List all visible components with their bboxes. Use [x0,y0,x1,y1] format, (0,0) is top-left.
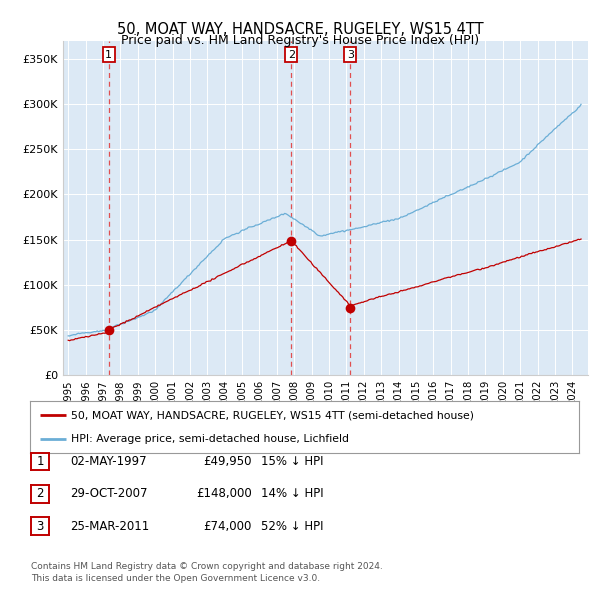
Text: 1: 1 [105,50,112,60]
Text: 14% ↓ HPI: 14% ↓ HPI [261,487,323,500]
Text: 3: 3 [347,50,354,60]
Text: 02-MAY-1997: 02-MAY-1997 [70,455,147,468]
Text: Price paid vs. HM Land Registry's House Price Index (HPI): Price paid vs. HM Land Registry's House … [121,34,479,47]
Text: 52% ↓ HPI: 52% ↓ HPI [261,520,323,533]
Text: £49,950: £49,950 [203,455,252,468]
Text: 2: 2 [287,50,295,60]
Text: 25-MAR-2011: 25-MAR-2011 [70,520,149,533]
Text: 29-OCT-2007: 29-OCT-2007 [70,487,148,500]
Text: 3: 3 [37,520,44,533]
Text: HPI: Average price, semi-detached house, Lichfield: HPI: Average price, semi-detached house,… [71,434,349,444]
Text: 50, MOAT WAY, HANDSACRE, RUGELEY, WS15 4TT (semi-detached house): 50, MOAT WAY, HANDSACRE, RUGELEY, WS15 4… [71,410,474,420]
Text: Contains HM Land Registry data © Crown copyright and database right 2024.
This d: Contains HM Land Registry data © Crown c… [31,562,383,583]
Text: 1: 1 [37,455,44,468]
Text: 15% ↓ HPI: 15% ↓ HPI [261,455,323,468]
Text: £74,000: £74,000 [203,520,252,533]
Text: £148,000: £148,000 [196,487,252,500]
Text: 2: 2 [37,487,44,500]
Text: 50, MOAT WAY, HANDSACRE, RUGELEY, WS15 4TT: 50, MOAT WAY, HANDSACRE, RUGELEY, WS15 4… [116,22,484,37]
